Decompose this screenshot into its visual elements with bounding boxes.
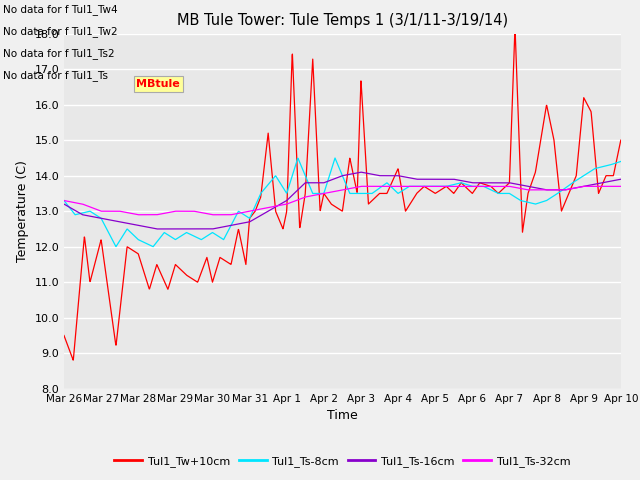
Title: MB Tule Tower: Tule Temps 1 (3/1/11-3/19/14): MB Tule Tower: Tule Temps 1 (3/1/11-3/19… [177,13,508,28]
Text: No data for f Tul1_Ts2: No data for f Tul1_Ts2 [3,48,115,59]
Text: No data for f Tul1_Ts: No data for f Tul1_Ts [3,70,108,81]
Text: No data for f Tul1_Tw2: No data for f Tul1_Tw2 [3,26,118,37]
Y-axis label: Temperature (C): Temperature (C) [16,160,29,262]
Legend: Tul1_Tw+10cm, Tul1_Ts-8cm, Tul1_Ts-16cm, Tul1_Ts-32cm: Tul1_Tw+10cm, Tul1_Ts-8cm, Tul1_Ts-16cm,… [110,451,575,471]
Text: No data for f Tul1_Tw4: No data for f Tul1_Tw4 [3,4,118,15]
Text: MBtule: MBtule [136,79,180,89]
X-axis label: Time: Time [327,409,358,422]
